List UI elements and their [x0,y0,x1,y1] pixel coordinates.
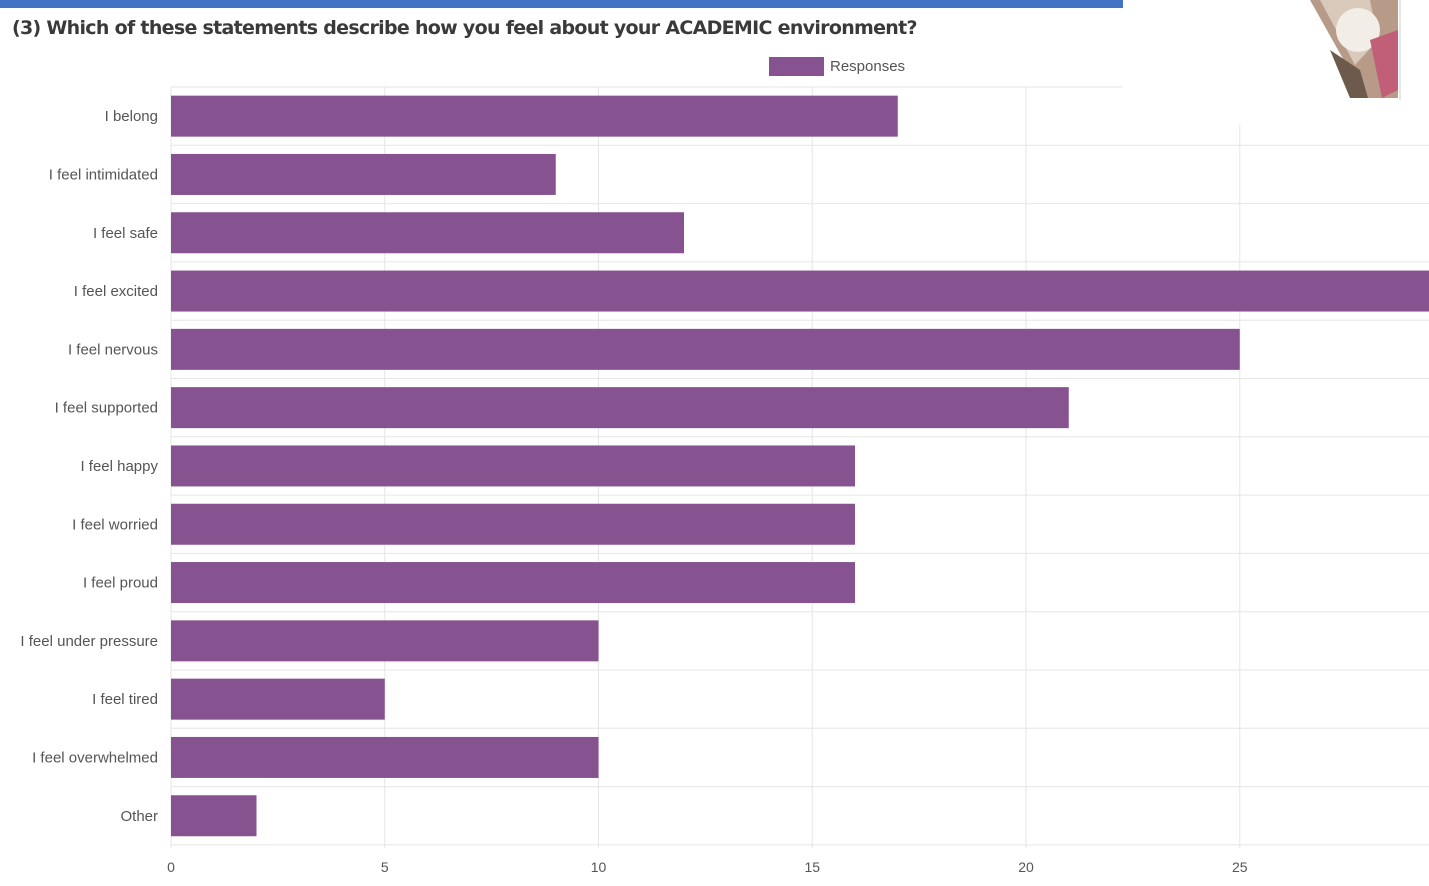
bar-i-feel-safe [171,212,684,254]
x-tick-label: 25 [1232,859,1248,875]
category-label: Other [120,808,158,825]
bar-i-feel-intimidated [171,153,556,195]
category-label: I feel supported [55,400,158,417]
legend-swatch [769,56,824,76]
bar-i-feel-worried [171,503,855,545]
x-tick-label: 20 [1018,859,1034,875]
category-label: I feel overwhelmed [32,749,158,766]
bar-other [171,795,257,837]
top-accent-stripe [0,0,1123,8]
bar-i-belong [171,95,898,137]
category-label: I belong [105,108,158,125]
category-label: I feel tired [92,691,158,708]
bar-i-feel-overwhelmed [171,736,599,778]
x-tick-label: 5 [381,859,389,875]
x-tick-label: 0 [167,859,175,875]
bar-i-feel-proud [171,562,855,604]
category-label: I feel worried [72,516,158,533]
x-tick-label: 10 [591,859,607,875]
category-label: I feel excited [74,283,158,300]
bar-i-feel-under-pressure [171,620,599,662]
category-label: I feel safe [93,225,158,242]
legend-label: Responses [830,57,906,75]
chart-legend: Responses [769,56,905,76]
x-tick-label: 15 [804,859,820,875]
bar-i-feel-excited [171,270,1429,312]
bar-i-feel-nervous [171,328,1240,370]
category-label: I feel nervous [68,341,158,358]
category-label: I feel happy [80,458,158,475]
category-label: I feel proud [83,575,158,592]
corner-photo-image [1270,0,1429,100]
bar-i-feel-supported [171,387,1069,429]
chart-title: (3) Which of these statements describe h… [12,17,918,39]
bar-i-feel-tired [171,678,385,720]
bar-i-feel-happy [171,445,855,487]
category-label: I feel intimidated [49,166,158,183]
category-label: I feel under pressure [20,633,158,650]
